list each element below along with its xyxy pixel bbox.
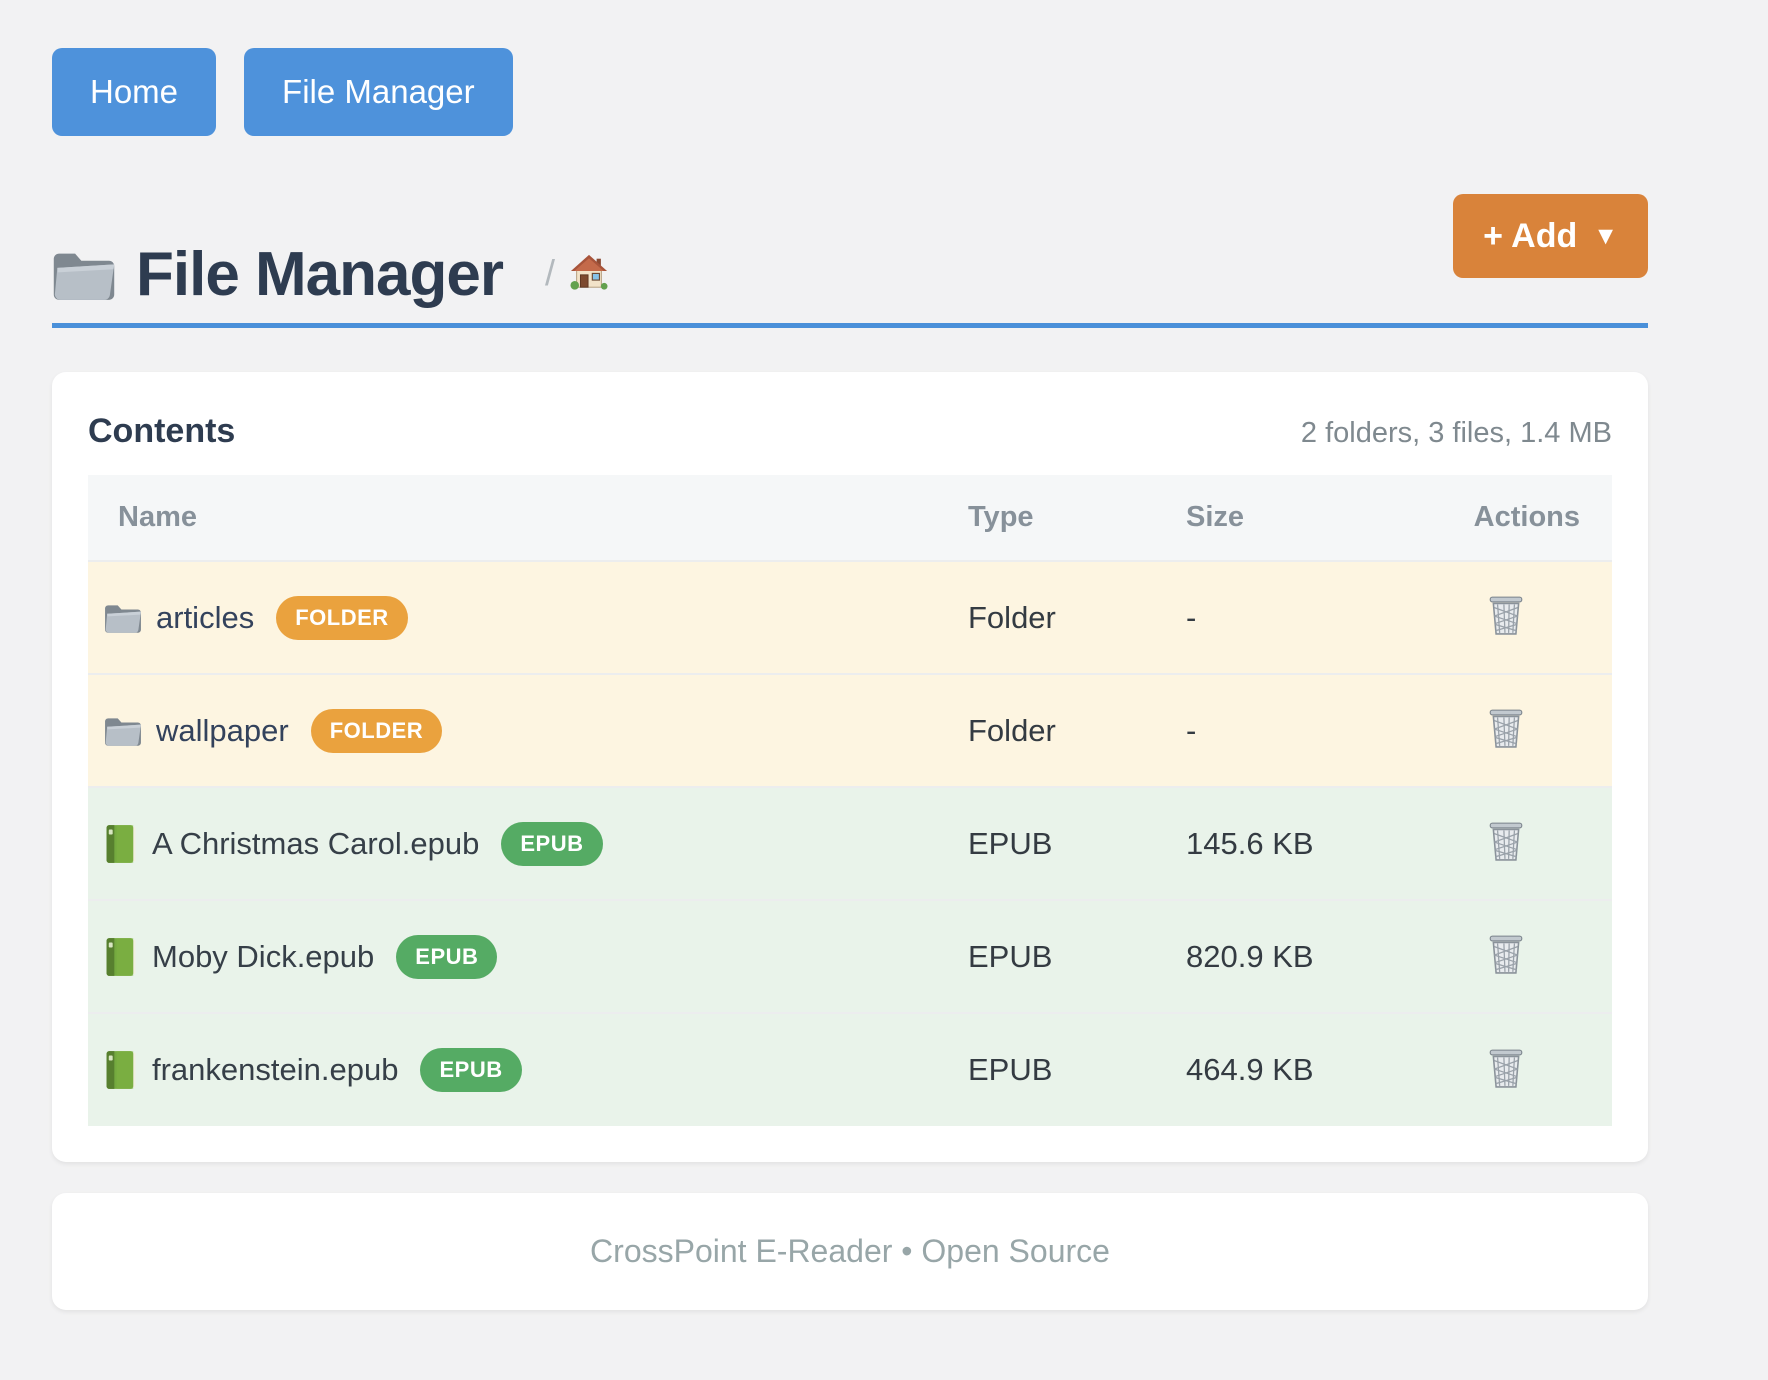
- item-name[interactable]: wallpaper: [156, 712, 289, 748]
- folder-badge: FOLDER: [276, 595, 408, 640]
- breadcrumb: /: [545, 253, 609, 296]
- file-table: Name Type Size Actions articles FOLDER: [88, 475, 1612, 1127]
- item-name[interactable]: articles: [156, 599, 255, 635]
- item-name: A Christmas Carol.epub: [152, 825, 480, 861]
- table-row[interactable]: articles FOLDER Folder -: [88, 561, 1612, 675]
- header-divider: [52, 323, 1648, 329]
- house-icon[interactable]: [569, 253, 609, 291]
- folder-badge: FOLDER: [310, 708, 443, 753]
- folder-icon: [52, 248, 116, 302]
- nav-home-button[interactable]: Home: [52, 48, 217, 136]
- green-book-icon: [104, 1050, 138, 1090]
- delete-button[interactable]: [1488, 595, 1524, 635]
- footer-text: CrossPoint E-Reader • Open Source: [590, 1233, 1110, 1270]
- page-container: Home File Manager File Manager / + Add ▼…: [52, 0, 1648, 1311]
- delete-button[interactable]: [1488, 708, 1524, 748]
- contents-title: Contents: [88, 412, 236, 451]
- trash-icon: [1488, 1076, 1524, 1091]
- green-book-icon: [104, 937, 138, 977]
- type-cell: Folder: [968, 599, 1056, 635]
- column-header-name: Name: [118, 501, 197, 534]
- table-row[interactable]: frankenstein.epub EPUB EPUB 464.9 KB: [88, 1013, 1612, 1127]
- footer: CrossPoint E-Reader • Open Source: [52, 1193, 1648, 1311]
- table-row[interactable]: A Christmas Carol.epub EPUB EPUB 145.6 K…: [88, 787, 1612, 901]
- item-name: frankenstein.epub: [152, 1052, 399, 1088]
- size-cell: 820.9 KB: [1186, 938, 1314, 974]
- chevron-down-icon: ▼: [1593, 221, 1618, 250]
- page-header: File Manager / + Add ▼: [52, 194, 1648, 307]
- trash-icon: [1488, 736, 1524, 751]
- column-header-size: Size: [1186, 501, 1245, 534]
- trash-icon: [1488, 623, 1524, 638]
- trash-icon: [1488, 849, 1524, 864]
- type-cell: Folder: [968, 712, 1056, 748]
- epub-badge: EPUB: [420, 1048, 522, 1093]
- size-cell: 464.9 KB: [1186, 1052, 1314, 1088]
- size-cell: 145.6 KB: [1186, 825, 1314, 861]
- nav-file-manager-button[interactable]: File Manager: [244, 48, 513, 136]
- delete-button[interactable]: [1488, 821, 1524, 861]
- breadcrumb-separator: /: [545, 252, 556, 294]
- title-group: File Manager /: [52, 242, 609, 307]
- size-cell: -: [1186, 599, 1197, 635]
- folder-icon: [104, 714, 142, 748]
- add-button[interactable]: + Add ▼: [1453, 194, 1648, 278]
- size-cell: -: [1186, 712, 1197, 748]
- top-nav: Home File Manager: [52, 48, 1648, 136]
- column-header-actions: Actions: [1473, 501, 1580, 534]
- green-book-icon: [104, 824, 138, 864]
- folder-icon: [104, 601, 142, 635]
- delete-button[interactable]: [1488, 1048, 1524, 1088]
- delete-button[interactable]: [1488, 934, 1524, 974]
- table-header-row: Name Type Size Actions: [88, 475, 1612, 562]
- contents-card: Contents 2 folders, 3 files, 1.4 MB Name…: [52, 372, 1648, 1163]
- epub-badge: EPUB: [396, 934, 498, 979]
- column-header-type: Type: [968, 501, 1034, 534]
- trash-icon: [1488, 962, 1524, 977]
- contents-summary: 2 folders, 3 files, 1.4 MB: [1300, 417, 1612, 450]
- type-cell: EPUB: [968, 825, 1053, 861]
- epub-badge: EPUB: [501, 821, 603, 866]
- type-cell: EPUB: [968, 938, 1053, 974]
- type-cell: EPUB: [968, 1052, 1053, 1088]
- add-button-label: + Add: [1483, 216, 1578, 255]
- table-row[interactable]: wallpaper FOLDER Folder -: [88, 674, 1612, 788]
- item-name: Moby Dick.epub: [152, 938, 375, 974]
- contents-card-header: Contents 2 folders, 3 files, 1.4 MB: [88, 408, 1612, 475]
- table-row[interactable]: Moby Dick.epub EPUB EPUB 820.9 KB: [88, 900, 1612, 1014]
- page-title: File Manager: [136, 240, 504, 309]
